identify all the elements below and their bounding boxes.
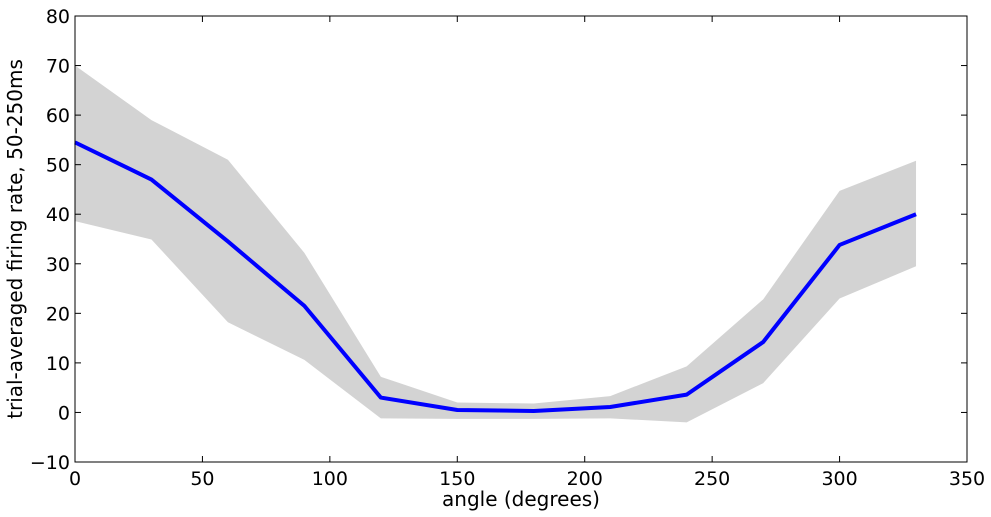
y-tick-label: 50 bbox=[46, 155, 70, 177]
y-axis-label: trial-averaged firing rate, 50-250ms bbox=[3, 59, 27, 419]
y-tick-label: 70 bbox=[46, 56, 70, 78]
y-tick-label: 40 bbox=[46, 204, 70, 226]
x-tick-label: 300 bbox=[821, 468, 857, 490]
y-tick-label: −10 bbox=[30, 452, 70, 474]
x-tick-label: 0 bbox=[69, 468, 81, 490]
plot-frame bbox=[74, 15, 968, 463]
y-tick-label: 10 bbox=[46, 353, 70, 375]
y-tick-label: 20 bbox=[46, 303, 70, 325]
x-tick-label: 250 bbox=[694, 468, 730, 490]
x-tick-label: 100 bbox=[312, 468, 348, 490]
x-tick-label: 200 bbox=[567, 468, 603, 490]
x-tick-label: 150 bbox=[439, 468, 475, 490]
tick-labels: 0 50 100 150 200 250 300 350−100102030405060708… bbox=[30, 6, 985, 490]
series-line bbox=[74, 140, 917, 413]
x-axis-label: angle (degrees) bbox=[442, 487, 600, 511]
x-tick-label: 350 bbox=[949, 468, 985, 490]
y-tick-label: 60 bbox=[46, 105, 70, 127]
confidence-band bbox=[75, 65, 917, 423]
y-tick-label: 80 bbox=[46, 6, 70, 28]
x-tick-label: 50 bbox=[190, 468, 214, 490]
y-tick-label: 30 bbox=[46, 254, 70, 276]
y-tick-label: 0 bbox=[58, 402, 70, 424]
